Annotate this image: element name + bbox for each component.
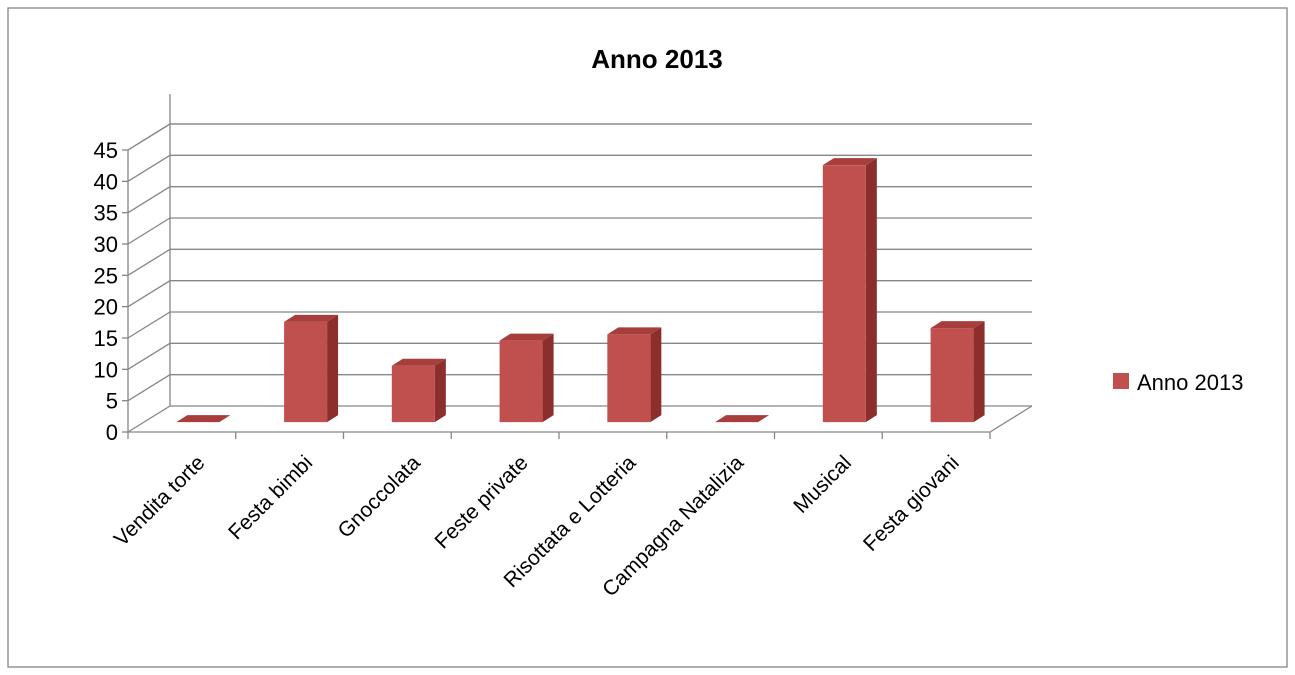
side-wall-top	[127, 123, 171, 151]
bar-side	[865, 158, 877, 423]
y-tick-label: 15	[94, 326, 118, 351]
bar	[822, 158, 877, 423]
bar-top	[176, 415, 231, 423]
bar	[284, 314, 339, 423]
y-tick-label: 0	[106, 420, 118, 445]
y-tick-label: 35	[94, 201, 118, 226]
bar-side	[650, 327, 662, 423]
chart-title: Anno 2013	[591, 44, 723, 74]
bar-side	[542, 333, 554, 423]
y-tick-labels: 0 5 10 15 20 25 30 35 40 45	[94, 138, 118, 445]
bar	[607, 327, 662, 423]
bar-top	[822, 158, 877, 166]
bar	[715, 415, 770, 423]
bar	[391, 358, 446, 423]
bar-front	[930, 328, 974, 423]
legend: Anno 2013	[1113, 370, 1243, 395]
bar	[176, 415, 231, 423]
bar-top	[499, 333, 554, 341]
bar-front	[499, 340, 543, 423]
axes	[122, 94, 1033, 439]
bar-top	[284, 314, 339, 322]
bar-side	[327, 314, 339, 423]
bar-front	[284, 321, 328, 423]
bar-top	[930, 321, 985, 329]
y-tick-label: 10	[94, 357, 118, 382]
bar-front	[822, 165, 866, 423]
y-tick-label: 30	[94, 232, 118, 257]
bar	[499, 333, 554, 423]
y-tick-label: 40	[94, 169, 118, 194]
bar	[930, 321, 985, 423]
bar-top	[715, 415, 770, 423]
y-tick-label: 20	[94, 295, 118, 320]
y-tick-label: 25	[94, 263, 118, 288]
bar-top	[607, 327, 662, 335]
bar-front	[607, 334, 651, 423]
bars	[176, 158, 985, 423]
bar-top	[391, 358, 446, 366]
bar-side	[434, 358, 446, 423]
bar-side	[973, 321, 985, 423]
bar-front	[391, 365, 435, 423]
legend-label: Anno 2013	[1137, 370, 1243, 395]
legend-swatch	[1113, 373, 1129, 389]
y-tick-label: 45	[94, 138, 118, 163]
y-tick-label: 5	[106, 389, 118, 414]
